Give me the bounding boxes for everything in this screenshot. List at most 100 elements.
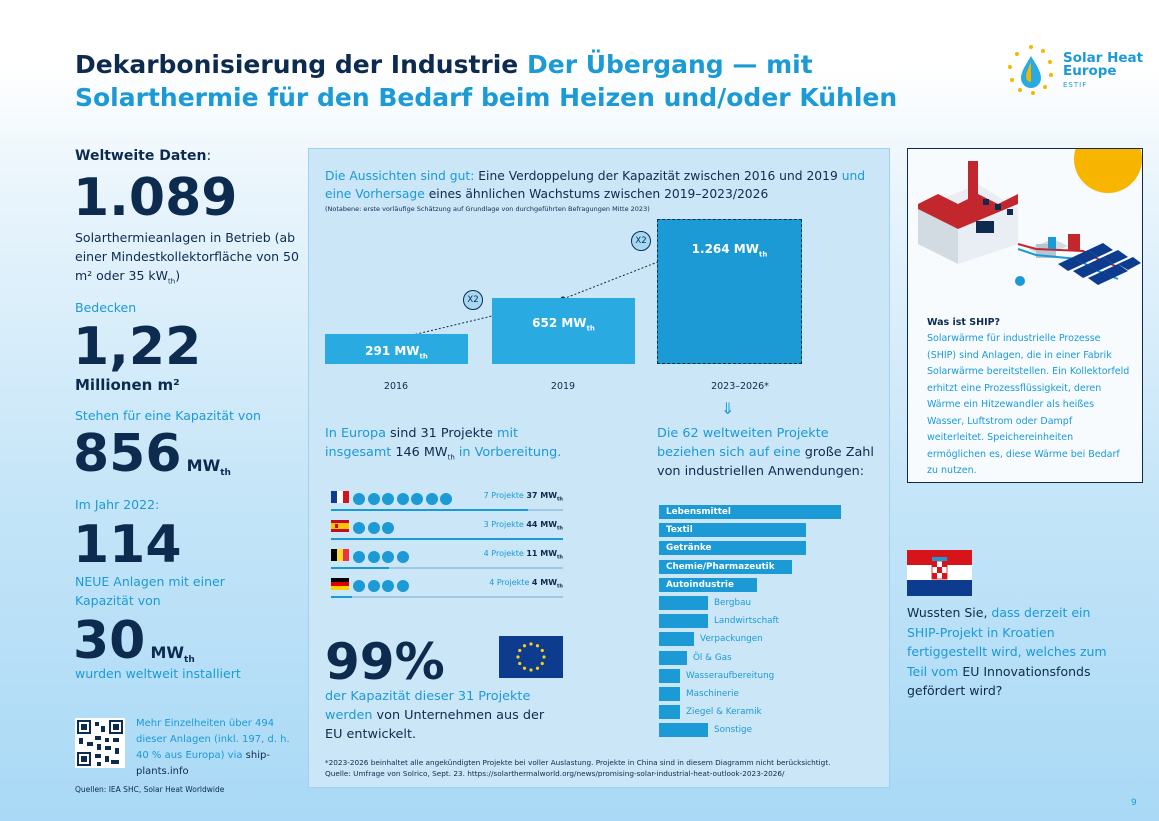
industry-bar: Getränke: [659, 541, 806, 555]
year-label-2019: 2019: [550, 381, 576, 392]
project-dot: [440, 493, 452, 505]
new-installed: wurden weltweit installiert: [75, 666, 241, 681]
ship-title: Was ist SHIP?: [927, 317, 1001, 328]
project-dot: [382, 580, 394, 592]
project-dots: [353, 577, 411, 592]
spain-flag-icon: [331, 520, 349, 532]
project-count: 3 Projekte: [483, 520, 527, 529]
project-dot: [367, 493, 380, 505]
mw-sub: th: [557, 496, 563, 503]
project-dot: [382, 551, 394, 563]
industry-label: Öl & Gas: [693, 653, 732, 663]
qr-code-icon[interactable]: [75, 718, 125, 768]
croatia-text: Wussten Sie, dass derzeit ein SHIP-Proje…: [907, 605, 1107, 698]
cover-label: Bedecken: [75, 300, 137, 315]
title-bold: Dekarbonisierung der Industrie: [75, 50, 519, 79]
europe-projects-text: In Europa sind 31 Projekte mit insgesamt…: [325, 426, 562, 462]
pct-number: 99%: [325, 633, 445, 691]
more-info: Mehr Einzelheiten über 494 dieser Anlage…: [136, 718, 290, 777]
industry-label: Ziegel & Keramik: [686, 707, 762, 717]
industry-label: Bergbau: [714, 598, 752, 608]
project-dot: [353, 580, 365, 592]
project-dot: [367, 522, 380, 534]
project-dot: [382, 522, 394, 534]
industry-bar: [659, 632, 694, 646]
project-dot: [353, 522, 365, 534]
capacity-line: [331, 509, 563, 511]
pct-desc: der Kapazität dieser 31 Projekte werden …: [325, 689, 545, 742]
capacity-label: Stehen für eine Kapazität von: [75, 408, 261, 423]
area-number: 1,22: [73, 317, 202, 377]
x2-badge: X2: [463, 290, 483, 310]
ship-info-box: Was ist SHIP? Solarwärme für industriell…: [907, 148, 1143, 483]
sources: Quellen: IEA SHC, Solar Heat Worldwide: [75, 785, 225, 794]
industry-bar: Lebensmittel: [659, 505, 841, 519]
project-dot: [425, 493, 438, 505]
eu-star: [535, 666, 540, 670]
capacity-fill: [331, 567, 389, 569]
eu-star: [522, 666, 527, 670]
world-data-label: Weltweite Daten:: [75, 148, 212, 164]
industry-bar: [659, 705, 680, 719]
belgium-flag-icon: [331, 549, 349, 561]
industry-bar: Autoindustrie: [659, 578, 757, 592]
factory-illustration: [918, 149, 1142, 286]
down-arrow-icon: ⇓: [721, 399, 735, 418]
project-count: 7 Projekte: [483, 491, 527, 500]
industry-label: Landwirtschaft: [714, 616, 779, 626]
new-capacity: 30 MWth: [73, 611, 195, 671]
country-stats: 4 Projekte 11 MWth: [484, 549, 563, 561]
new-desc: NEUE Anlagen mit einer Kapazität von: [75, 574, 225, 608]
project-dot: [367, 580, 380, 592]
outlook-panel: Die Aussichten sind gut: Eine Verdoppelu…: [308, 148, 890, 788]
country-row: 4 Projekte 4 MWth: [331, 574, 563, 598]
project-dot: [353, 493, 365, 505]
capacity-fill: [331, 509, 529, 511]
year-label-2016: 2016: [383, 381, 409, 392]
project-dots: [353, 490, 455, 505]
eu-star: [522, 644, 527, 648]
project-dot: [396, 493, 409, 505]
capacity-line: [331, 596, 563, 598]
project-dots: [353, 548, 411, 563]
project-dot: [367, 551, 380, 563]
sun-drop-icon: [1008, 45, 1053, 95]
industry-bar: [659, 614, 708, 628]
country-row: 4 Projekte 11 MWth: [331, 545, 563, 569]
bar-2019: 652 MWth: [492, 298, 635, 364]
bar-2023-2026: 1.264 MWth: [657, 219, 802, 364]
industry-bar: Chemie/Pharmazeutik: [659, 560, 792, 574]
country-row: 7 Projekte 37 MWth: [331, 487, 563, 511]
country-mw: 11 MWth: [526, 549, 563, 561]
world-projects-text: Die 62 weltweiten Projekte beziehen sich…: [657, 426, 874, 479]
mw-sub: th: [557, 554, 563, 561]
capacity-fill: [331, 538, 563, 540]
page-title: Dekarbonisierung der Industrie Der Überg…: [75, 48, 995, 114]
mw-sub: th: [557, 583, 563, 590]
eu-star: [535, 644, 540, 648]
title-light: Der Übergang — mit Solarthermie für den …: [75, 50, 898, 112]
eu-star: [518, 661, 522, 666]
project-dot: [382, 493, 394, 505]
country-stats: 7 Projekte 37 MWth: [484, 491, 563, 503]
capacity-fill: [331, 596, 352, 598]
capacity-line: [331, 567, 563, 569]
capacity-line: [331, 538, 563, 540]
eu-star: [529, 642, 533, 646]
year-label: Im Jahr 2022:: [75, 497, 160, 512]
eu-star: [518, 648, 522, 653]
bar-2016: 291 MWth: [325, 334, 468, 364]
industry-bar: [659, 723, 708, 737]
industry-bar: [659, 596, 708, 610]
new-count: 114: [73, 515, 182, 575]
solar-heat-europe-logo: Solar Heat Europe ESTIF: [1005, 42, 1145, 102]
industry-label: Wasseraufbereitung: [686, 671, 775, 681]
country-stats: 4 Projekte 4 MWth: [489, 578, 563, 590]
industry-bar: [659, 669, 680, 683]
eu-star: [542, 655, 546, 659]
industry-bar: [659, 687, 680, 701]
installations-desc: Solarthermieanlagen in Betrieb (ab einer…: [75, 230, 299, 286]
project-dot: [396, 580, 409, 592]
country-mw: 37 MWth: [526, 491, 563, 503]
ship-plants-link[interactable]: ship-plants.info: [136, 750, 270, 777]
